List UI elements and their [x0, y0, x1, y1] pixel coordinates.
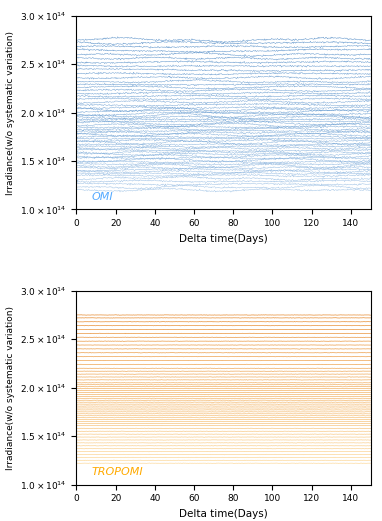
X-axis label: Delta time(Days): Delta time(Days) — [179, 233, 268, 244]
Y-axis label: Irradiance(w/o systematic variation): Irradiance(w/o systematic variation) — [6, 306, 15, 469]
Y-axis label: Irradiance(w/o systematic variation): Irradiance(w/o systematic variation) — [6, 31, 15, 194]
Text: OMI: OMI — [91, 192, 113, 202]
X-axis label: Delta time(Days): Delta time(Days) — [179, 509, 268, 519]
Text: TROPOMI: TROPOMI — [91, 467, 143, 477]
